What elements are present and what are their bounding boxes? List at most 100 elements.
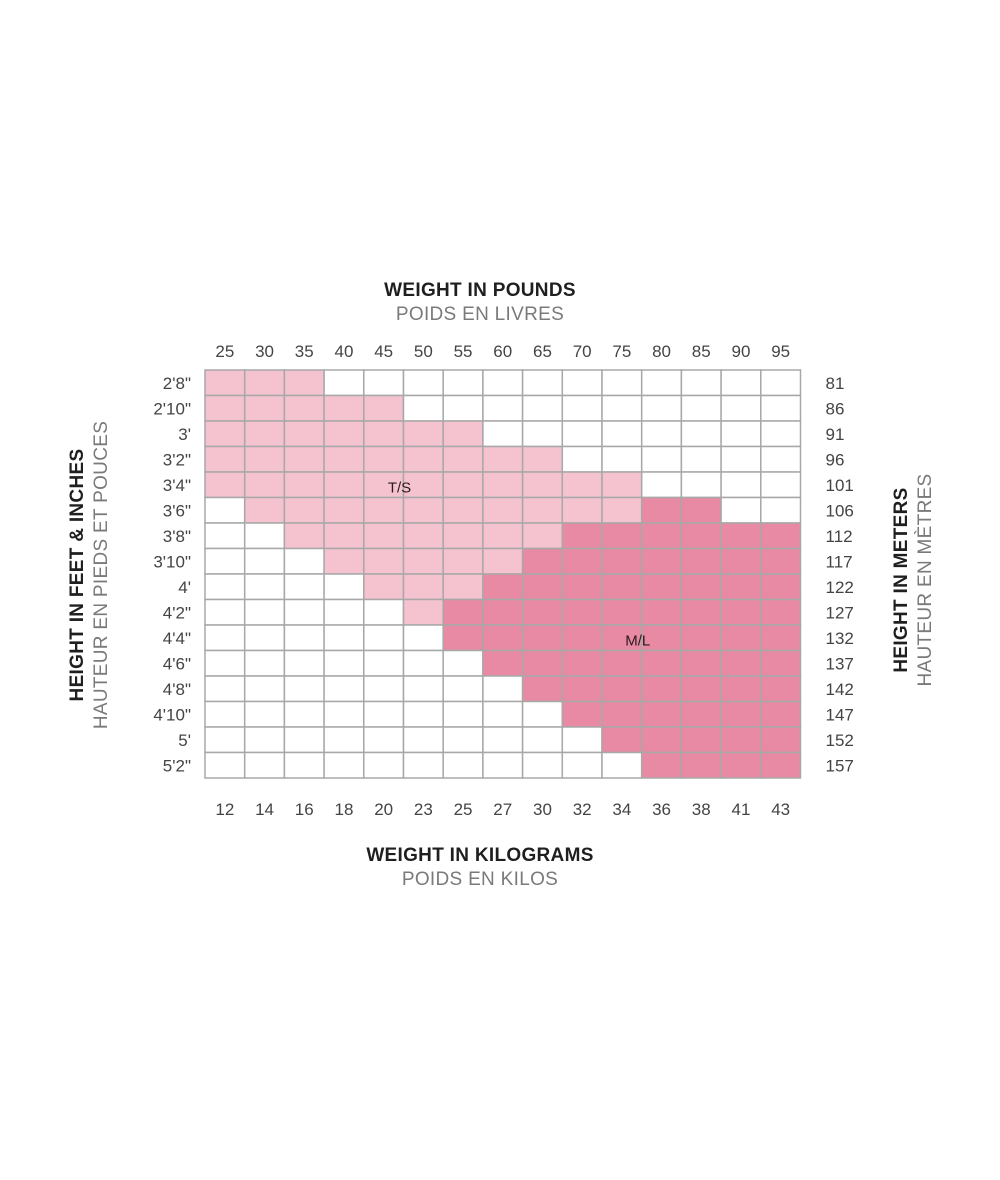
- grid-cell: [204, 394, 246, 422]
- grid-cell: [720, 573, 762, 601]
- grid-cell: [720, 751, 762, 779]
- grid-cell: [283, 624, 325, 652]
- bottom-axis-subtitle: POIDS EN KILOS: [401, 869, 559, 890]
- grid-cell: [680, 573, 722, 601]
- meters-tick-label: 101: [826, 476, 854, 495]
- grid-cell: [680, 649, 722, 677]
- grid-cell: [760, 420, 802, 448]
- grid-cell: [521, 522, 564, 550]
- grid-cell: [601, 522, 643, 550]
- grid-cell: [402, 675, 444, 703]
- grid-cell: [243, 394, 286, 422]
- grid-cell: [243, 471, 286, 499]
- grid-cell: [601, 598, 643, 626]
- grid-cell: [680, 624, 722, 652]
- grid-cell: [521, 649, 564, 677]
- top-axis-subtitle: POIDS EN LIVRES: [395, 304, 565, 325]
- grid-cell: [323, 573, 365, 601]
- grid-cell: [363, 624, 405, 652]
- grid-cell: [402, 471, 444, 499]
- meters-tick-label: 81: [826, 374, 845, 393]
- grid-cell: [521, 726, 564, 754]
- grid-cell: [482, 369, 524, 397]
- meters-tick-label: 142: [826, 680, 854, 699]
- grid-cell: [680, 700, 722, 728]
- grid-cell: [243, 522, 286, 550]
- grid-cell: [283, 496, 325, 524]
- grid-cell: [561, 420, 603, 448]
- pounds-tick-label: 55: [454, 342, 473, 361]
- grid-cell: [243, 547, 286, 575]
- grid-cell: [482, 496, 524, 524]
- grid-cell: [204, 751, 246, 779]
- grid-cell: [442, 496, 484, 524]
- grid-cell: [283, 547, 325, 575]
- meters-tick-label: 137: [826, 654, 854, 673]
- kilograms-tick-label: 36: [652, 800, 671, 819]
- kilograms-tick-label: 38: [692, 800, 711, 819]
- grid-cell: [323, 649, 365, 677]
- grid-cell: [561, 624, 603, 652]
- grid-cell: [561, 675, 603, 703]
- grid-cell: [204, 598, 246, 626]
- grid-cell: [363, 700, 405, 728]
- meters-tick-label: 122: [826, 578, 854, 597]
- feet-inches-tick-label: 2'8": [163, 374, 191, 393]
- kilograms-tick-label: 25: [454, 800, 473, 819]
- grid-cell: [243, 420, 286, 448]
- grid-cell: [243, 445, 286, 473]
- grid-cell: [323, 675, 365, 703]
- grid-cell: [442, 522, 484, 550]
- grid-cell: [402, 420, 444, 448]
- pounds-tick-label: 85: [692, 342, 711, 361]
- grid-cell: [521, 394, 564, 422]
- grid-cell: [402, 700, 444, 728]
- grid-cell: [363, 675, 405, 703]
- grid-cell: [680, 751, 722, 779]
- grid-cell: [402, 445, 444, 473]
- grid-cell: [204, 726, 246, 754]
- pounds-tick-label: 65: [533, 342, 552, 361]
- grid-cell: [561, 573, 603, 601]
- grid-cell: [720, 522, 762, 550]
- grid-cell: [363, 547, 405, 575]
- grid-cell: [323, 726, 365, 754]
- grid-cell: [283, 369, 325, 397]
- grid-cell: [482, 420, 524, 448]
- grid-cell: [243, 649, 286, 677]
- grid-cell: [760, 675, 802, 703]
- grid-cell: [482, 547, 524, 575]
- feet-inches-tick-label: 3': [178, 425, 191, 444]
- grid-cell: [760, 573, 802, 601]
- grid-cell: [601, 420, 643, 448]
- grid-cell: [601, 624, 643, 652]
- grid-cell: [720, 496, 762, 524]
- grid-cell: [243, 496, 286, 524]
- pounds-tick-label: 70: [573, 342, 592, 361]
- grid-cell: [243, 624, 286, 652]
- grid-cell: [720, 675, 762, 703]
- grid-cell: [601, 726, 643, 754]
- grid-cell: [640, 726, 683, 754]
- grid-cell: [760, 598, 802, 626]
- grid-cell: [601, 675, 643, 703]
- meters-tick-label: 96: [826, 450, 845, 469]
- grid-cell: [363, 649, 405, 677]
- grid-cell: [442, 573, 484, 601]
- grid-cell: [601, 471, 643, 499]
- grid-cell: [680, 394, 722, 422]
- grid-cell: [640, 547, 683, 575]
- meters-tick-label: 91: [826, 425, 845, 444]
- grid-cell: [204, 522, 246, 550]
- grid-cell: [283, 751, 325, 779]
- feet-inches-tick-label: 2'10": [153, 399, 191, 418]
- grid-cell: [323, 471, 365, 499]
- grid-cell: [640, 471, 683, 499]
- grid-cell: [601, 496, 643, 524]
- grid-cell: [720, 624, 762, 652]
- grid-cell: [323, 547, 365, 575]
- grid-cell: [323, 700, 365, 728]
- grid-cell: [204, 700, 246, 728]
- grid-cell: [760, 522, 802, 550]
- grid-cell: [402, 547, 444, 575]
